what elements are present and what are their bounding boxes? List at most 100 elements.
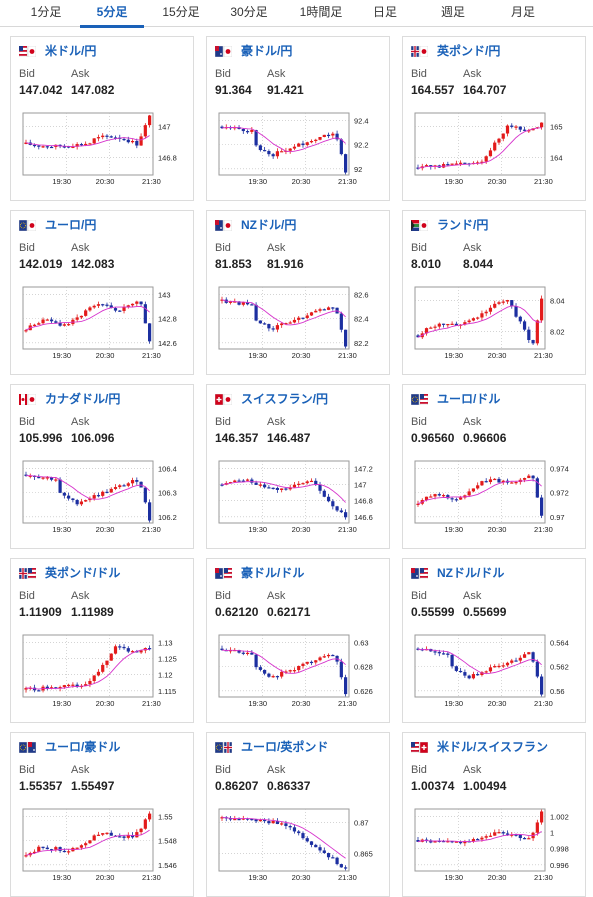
y-tick-label: 0.63	[354, 638, 369, 647]
tab-15min[interactable]: 15分足	[162, 5, 200, 19]
currency-flag-icon	[215, 220, 232, 231]
tab-30min[interactable]: 30分足	[230, 5, 268, 19]
candle-body	[531, 475, 535, 479]
active-tab-indicator	[80, 25, 144, 28]
candle-body	[267, 821, 271, 824]
candle-body	[62, 492, 66, 496]
candlestick-chart[interactable]: 1.55 1.548 1.546 19:30 20:30 21:30	[11, 803, 193, 891]
tab-monthly[interactable]: 月足	[510, 5, 535, 19]
candle-body	[331, 857, 335, 859]
pair-name-link[interactable]: ランド/円	[437, 218, 489, 232]
tab-weekly[interactable]: 週足	[440, 5, 465, 19]
currency-flag-icon	[215, 742, 232, 753]
currency-card[interactable]: ユーロ/英ポンド Bid Ask 0.86207 0.86337 0.87 0.865 19:…	[206, 732, 390, 897]
plot-frame	[22, 286, 154, 350]
candle-body	[250, 479, 254, 483]
candle-body	[535, 822, 539, 833]
pair-name-link[interactable]: スイスフラン/円	[241, 392, 328, 406]
pair-name-link[interactable]: 豪ドル/円	[241, 44, 293, 58]
currency-card[interactable]: ランド/円 Bid Ask 8.010 8.044 8.04 8.02 19:30 20:30 2…	[402, 210, 586, 375]
candle-body	[267, 323, 271, 329]
candlestick-chart[interactable]: 165 164 19:30 20:30 21:30	[403, 107, 585, 195]
candlestick-chart[interactable]: 147.2 147 146.8 146.6 19:30 20:30 21:30	[207, 455, 389, 543]
pair-name-link[interactable]: NZドル/ドル	[437, 566, 505, 580]
currency-card[interactable]: 米ドル/スイスフラン Bid Ask 1.00374 1.00494 1.002 1 0.99…	[402, 732, 586, 897]
pair-name-link[interactable]: ユーロ/円	[45, 218, 97, 232]
currency-card[interactable]: 英ポンド/ドル Bid Ask 1.11909 1.11989 1.13 1.125 1.12…	[10, 558, 194, 723]
candlestick-chart[interactable]: 0.974 0.972 0.97 19:30 20:30 21:30	[403, 455, 585, 543]
candlestick-chart[interactable]: 147 146.8 19:30 20:30 21:30	[11, 107, 193, 195]
currency-card[interactable]: NZドル/円 Bid Ask 81.853 81.916 82.6 82.4 82.2 19:3…	[206, 210, 390, 375]
pair-name-link[interactable]: 英ポンド/円	[437, 44, 501, 58]
candlestick-chart[interactable]: 0.63 0.628 0.626 19:30 20:30 21:30	[207, 629, 389, 717]
pair-name-link[interactable]: 米ドル/スイスフラン	[437, 740, 548, 754]
candle-body	[518, 657, 522, 661]
tab-daily[interactable]: 日足	[372, 5, 397, 19]
bid-value: 8.010	[411, 257, 442, 271]
candle-body	[92, 675, 96, 681]
currency-card[interactable]: カナダドル/円 Bid Ask 105.996 106.096 106.4 106.3 106…	[10, 384, 194, 549]
candlestick-chart[interactable]: 8.04 8.02 19:30 20:30 21:30	[403, 281, 585, 369]
candlestick-chart[interactable]: 92.4 92.2 92 19:30 20:30 21:30	[207, 107, 389, 195]
currency-card[interactable]: ユーロ/豪ドル Bid Ask 1.55357 1.55497 1.55 1.548 1.54…	[10, 732, 194, 897]
pair-name-link[interactable]: ユーロ/豪ドル	[45, 740, 121, 754]
currency-card[interactable]: NZドル/ドル Bid Ask 0.55599 0.55699 0.564 0.562 0.5…	[402, 558, 586, 723]
currency-flag-icon	[19, 220, 36, 231]
candle-body	[67, 851, 71, 853]
candle-body	[96, 671, 101, 676]
candlestick-chart[interactable]: 106.4 106.3 106.2 19:30 20:30 21:30	[11, 455, 193, 543]
pair-name-link[interactable]: ユーロ/英ポンド	[241, 740, 329, 754]
candle-body	[113, 308, 118, 311]
x-tick-label: 19:30	[248, 699, 267, 708]
y-tick-label: 1.125	[158, 655, 177, 664]
currency-card[interactable]: 豪ドル/円 Bid Ask 91.364 91.421 92.4 92.2 92 19:30 20…	[206, 36, 390, 201]
candle-body	[540, 811, 544, 823]
currency-card[interactable]: ユーロ/円 Bid Ask 142.019 142.083 143 142.8 142.6 19…	[10, 210, 194, 375]
candle-body	[314, 310, 318, 313]
pair-name-link[interactable]: 英ポンド/ドル	[45, 566, 121, 580]
currency-card[interactable]: 英ポンド/円 Bid Ask 164.557 164.707 165 164 19:30 20:…	[402, 36, 586, 201]
x-tick-label: 20:30	[292, 351, 311, 360]
candlestick-chart[interactable]: 0.87 0.865 19:30 20:30 21:30	[207, 803, 389, 891]
pair-name-link[interactable]: ユーロ/ドル	[437, 392, 501, 406]
currency-card[interactable]: スイスフラン/円 Bid Ask 146.357 146.487 147.2 147 146.…	[206, 384, 390, 549]
ask-label: Ask	[71, 68, 90, 80]
plot-frame	[414, 634, 546, 698]
candle-body	[429, 165, 433, 167]
candlestick-chart[interactable]: 1.13 1.125 1.12 1.115 19:30 20:30 21:30	[11, 629, 193, 717]
plot-frame	[218, 808, 350, 872]
ask-label: Ask	[463, 590, 482, 602]
candlestick-chart[interactable]: 143 142.8 142.6 19:30 20:30 21:30	[11, 281, 193, 369]
plot-frame	[22, 460, 154, 524]
currency-card[interactable]: ユーロ/ドル Bid Ask 0.96560 0.96606 0.974 0.972 0.97…	[402, 384, 586, 549]
candle-body	[488, 667, 493, 672]
pair-name-link[interactable]: カナダドル/円	[45, 392, 121, 406]
candlestick-chart[interactable]: 0.564 0.562 0.56 19:30 20:30 21:30	[403, 629, 585, 717]
candlestick-chart[interactable]: 82.6 82.4 82.2 19:30 20:30 21:30	[207, 281, 389, 369]
candle-body	[446, 495, 450, 499]
candle-body	[84, 500, 88, 502]
pair-name-link[interactable]: NZドル/円	[241, 218, 297, 232]
candlestick-chart[interactable]: 1.002 1 0.998 0.996 19:30 20:30 21:30	[403, 803, 585, 891]
currency-card[interactable]: 米ドル/円 Bid Ask 147.042 147.082 147 146.8 19:30 20…	[10, 36, 194, 201]
x-tick-label: 21:30	[534, 351, 553, 360]
x-tick-label: 21:30	[142, 699, 161, 708]
tab-5min[interactable]: 5分足	[80, 0, 144, 28]
ask-value: 91.421	[267, 83, 304, 97]
bid-label: Bid	[215, 242, 231, 254]
candle-body	[84, 843, 88, 846]
candle-body	[130, 834, 135, 838]
ask-label: Ask	[71, 416, 90, 428]
candle-body	[79, 315, 84, 318]
candle-body	[335, 506, 339, 511]
tab-1min[interactable]: 1分足	[30, 5, 62, 19]
candle-body	[326, 134, 331, 137]
candle-body	[96, 834, 101, 836]
tab-1hour[interactable]: 1時間足	[299, 5, 343, 19]
bid-label: Bid	[215, 764, 231, 776]
currency-card[interactable]: 豪ドル/ドル Bid Ask 0.62120 0.62171 0.63 0.628 0.626…	[206, 558, 390, 723]
pair-name-link[interactable]: 豪ドル/ドル	[241, 566, 305, 580]
candle-body	[531, 652, 535, 662]
candle-body	[241, 480, 245, 482]
pair-name-link[interactable]: 米ドル/円	[45, 44, 97, 58]
